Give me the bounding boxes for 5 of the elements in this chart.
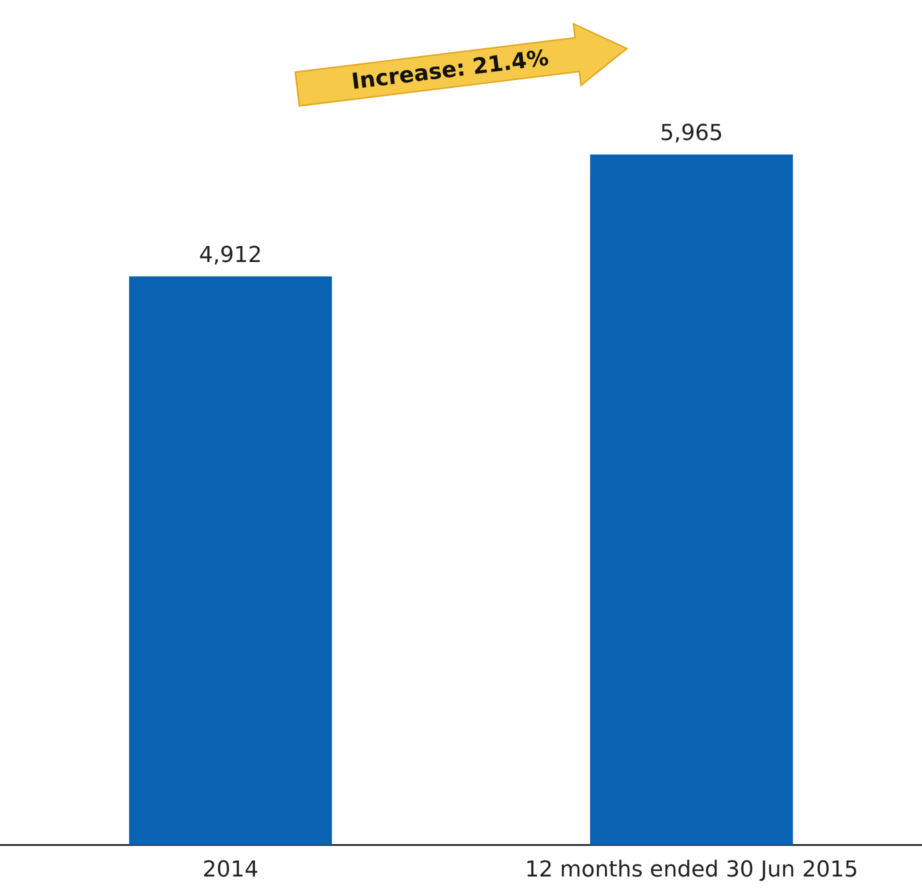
data-label: 4,912 <box>199 242 262 268</box>
x-tick-label: 12 months ended 30 Jun 2015 <box>524 858 858 882</box>
data-label: 5,965 <box>660 121 723 146</box>
text: Increase: 21.4% <box>350 46 550 95</box>
x-tick-label: 2014 <box>202 858 258 882</box>
